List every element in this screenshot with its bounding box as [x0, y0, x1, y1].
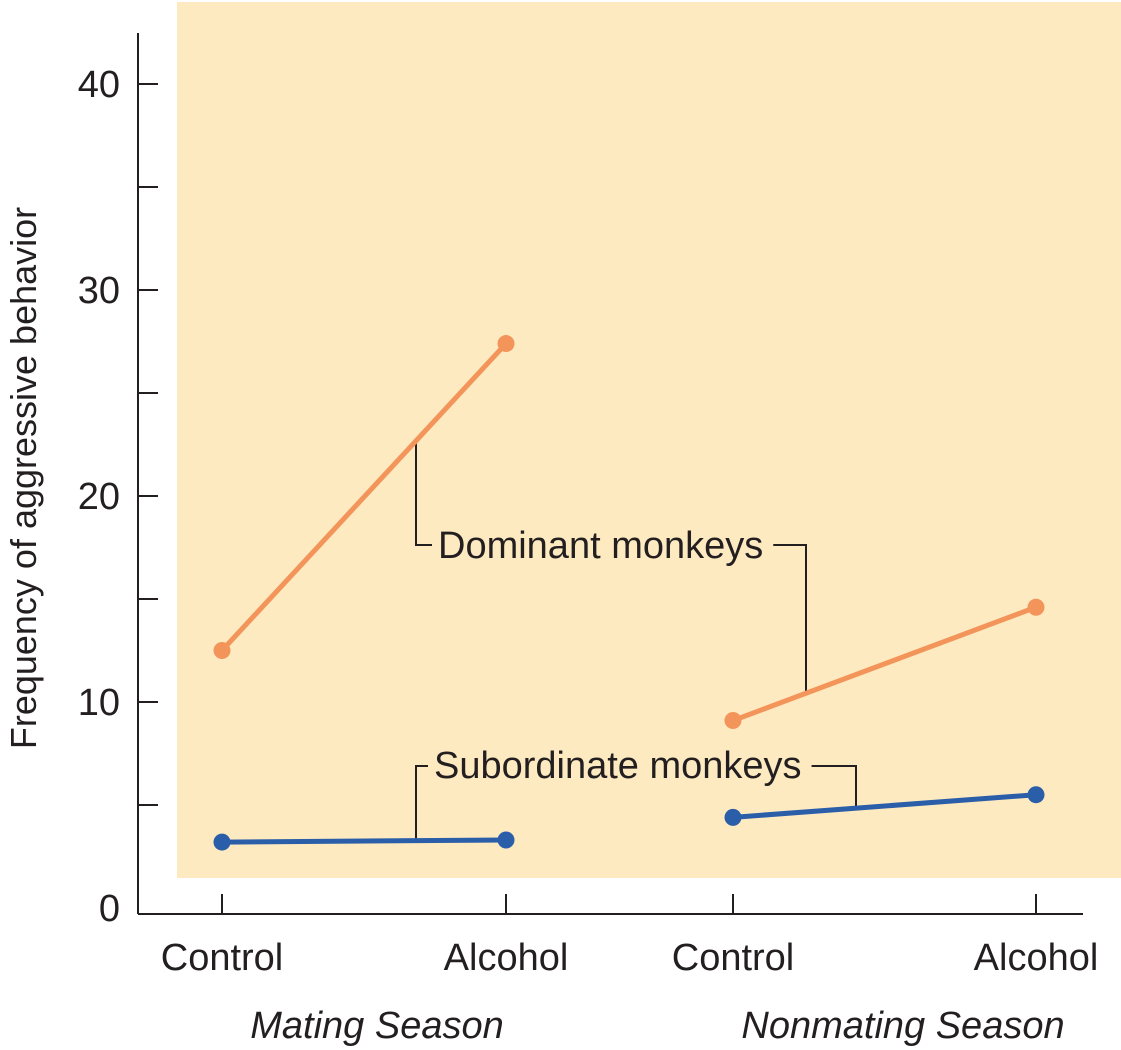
y-tick-label-20: 20 — [78, 476, 120, 518]
y-axis-label: Frequency of aggressive behavior — [3, 207, 44, 749]
category-label-3: Alcohol — [974, 937, 1099, 979]
dominant-monkeys-line-1 — [730, 604, 1039, 724]
dominant-monkeys-point-1-0 — [724, 712, 742, 730]
y-tick-label-10: 10 — [78, 682, 120, 724]
dominant-monkeys-line-0 — [219, 341, 509, 653]
category-label-1: Alcohol — [444, 937, 569, 979]
subordinate-monkeys-point-0-1 — [497, 831, 515, 849]
y-tick-label-30: 30 — [78, 270, 120, 312]
subordinate-monkeys-leader-right — [811, 765, 857, 809]
subordinate-monkeys-line-1 — [730, 792, 1039, 820]
group-labels: Mating Season Nonmating Season — [250, 1005, 1064, 1047]
dominant-monkeys-point-0-0 — [213, 642, 231, 659]
dominant-monkeys-point-1-1 — [1027, 598, 1045, 616]
y-tick-label-0: 0 — [99, 888, 120, 930]
plot-background — [177, 2, 1121, 878]
subordinate-monkeys-point-0-0 — [213, 833, 231, 851]
y-ticks: 0 10 20 30 40 — [78, 64, 158, 930]
dominant-monkeys-point-0-1 — [497, 335, 515, 353]
axes — [137, 33, 1083, 915]
series-layer — [213, 335, 1045, 851]
subordinate-monkeys-line-0 — [219, 837, 509, 845]
subordinate-monkeys-leader-left — [415, 765, 428, 841]
group-label-1: Nonmating Season — [741, 1005, 1064, 1047]
y-tick-label-40: 40 — [78, 64, 120, 106]
group-label-0: Mating Season — [250, 1005, 504, 1047]
callouts — [415, 441, 857, 841]
category-labels: Control Alcohol Control Alcohol — [161, 937, 1099, 979]
category-label-2: Control — [672, 937, 795, 979]
x-ticks — [221, 894, 1037, 914]
category-label-0: Control — [161, 937, 284, 979]
dominant-monkeys-leader-left — [415, 441, 432, 546]
dominant-monkeys-label: Dominant monkeys — [438, 525, 763, 567]
series-labels: Dominant monkeys Subordinate monkeys — [434, 525, 802, 787]
subordinate-monkeys-point-1-1 — [1027, 786, 1045, 804]
dominant-monkeys-leader-right — [773, 544, 807, 694]
subordinate-monkeys-point-1-0 — [724, 808, 742, 826]
subordinate-monkeys-label: Subordinate monkeys — [434, 745, 802, 787]
